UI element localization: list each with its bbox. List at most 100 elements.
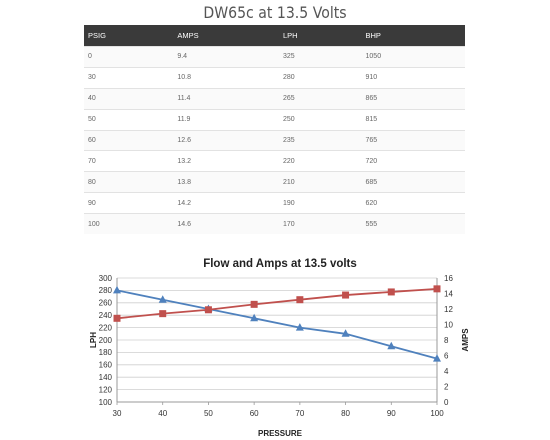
data-point-triangle xyxy=(433,354,441,362)
cell-psig: 40 xyxy=(84,87,174,110)
cell-lph: 235 xyxy=(278,129,362,151)
table-row: 100 14.6 170 555 xyxy=(84,213,465,235)
table-row: 70 13.2 220 720 xyxy=(84,150,465,172)
x-tick-label: 100 xyxy=(430,409,444,418)
data-point-square xyxy=(433,285,441,293)
table-row: 60 12.6 235 765 xyxy=(84,129,465,151)
data-point-square xyxy=(159,310,167,318)
y-tick-label: 300 xyxy=(99,274,113,283)
cell-bhp: 685 xyxy=(361,171,465,193)
cell-psig: 100 xyxy=(84,213,174,235)
chart-series xyxy=(113,285,441,362)
page-title: DW65c at 13.5 Volts xyxy=(203,3,347,22)
table-row: 30 10.8 280 910 xyxy=(84,66,465,89)
chart-axes: 100 120 140 160 180 200 220 240 260 280 300 0 2 4 6 8 10… xyxy=(99,274,454,418)
cell-bhp: 910 xyxy=(361,66,465,89)
cell-amps: 14.6 xyxy=(173,213,279,235)
y-tick-label: 140 xyxy=(99,373,113,382)
cell-amps: 13.8 xyxy=(173,171,279,193)
table-row: 80 13.8 210 685 xyxy=(84,171,465,193)
data-point-square xyxy=(113,314,121,322)
y2-tick-label: 4 xyxy=(444,367,449,376)
y-axis-label-right: AMPS xyxy=(461,328,470,352)
flow-amps-chart: Flow and Amps at 13.5 volts 100120140160… xyxy=(89,258,470,438)
y-axis-label-left: LPH xyxy=(89,332,98,348)
y-tick-label: 160 xyxy=(99,361,113,370)
data-point-square xyxy=(250,300,258,308)
cell-lph: 250 xyxy=(278,108,362,131)
y2-tick-label: 10 xyxy=(444,320,453,329)
y2-tick-label: 16 xyxy=(444,274,453,283)
spec-table: PSIG AMPS LPH BHP 0 9.4 325 1050 30 10.8 280 9… xyxy=(84,25,465,235)
x-tick-label: 40 xyxy=(158,409,167,418)
cell-bhp: 765 xyxy=(361,129,465,151)
x-tick-label: 60 xyxy=(250,409,259,418)
y-tick-label: 240 xyxy=(99,311,113,320)
cell-psig: 80 xyxy=(84,171,174,193)
header-lph: LPH xyxy=(278,25,362,47)
y2-tick-label: 0 xyxy=(444,398,449,407)
cell-bhp: 1050 xyxy=(361,46,465,68)
table-row: 90 14.2 190 620 xyxy=(84,192,465,214)
cell-psig: 30 xyxy=(84,66,174,89)
table-row: 50 11.9 250 815 xyxy=(84,108,465,131)
data-point-triangle xyxy=(158,295,167,303)
cell-psig: 50 xyxy=(84,108,174,131)
cell-lph: 265 xyxy=(278,87,362,110)
cell-psig: 90 xyxy=(84,192,174,214)
cell-bhp: 620 xyxy=(361,192,465,214)
cell-psig: 0 xyxy=(84,46,174,68)
y2-tick-label: 6 xyxy=(444,351,449,360)
cell-lph: 325 xyxy=(278,46,362,68)
cell-bhp: 555 xyxy=(361,213,465,235)
data-point-triangle xyxy=(341,329,350,337)
cell-psig: 60 xyxy=(84,129,174,151)
cell-amps: 14.2 xyxy=(173,192,279,214)
cell-bhp: 815 xyxy=(361,108,465,131)
chart-title: Flow and Amps at 13.5 volts xyxy=(203,258,357,270)
header-amps: AMPS xyxy=(173,25,279,47)
chart-gridlines xyxy=(117,277,437,403)
y-tick-label: 180 xyxy=(99,348,113,357)
y-tick-label: 200 xyxy=(99,336,113,345)
table-row: 0 9.4 325 1050 xyxy=(84,46,465,68)
x-axis-label: PRESSURE xyxy=(258,429,303,438)
data-point-triangle xyxy=(113,285,121,294)
cell-lph: 280 xyxy=(278,66,362,89)
cell-bhp: 865 xyxy=(361,87,465,110)
cell-lph: 220 xyxy=(278,150,362,172)
series-line-1 xyxy=(116,287,438,320)
data-point-triangle xyxy=(387,341,396,350)
y-tick-label: 100 xyxy=(99,398,113,407)
x-tick-label: 30 xyxy=(113,409,122,418)
cell-amps: 11.9 xyxy=(173,108,279,131)
cell-bhp: 720 xyxy=(361,150,465,172)
x-tick-label: 90 xyxy=(387,409,396,418)
cell-psig: 70 xyxy=(84,150,174,172)
header-psig: PSIG xyxy=(84,25,174,47)
series-line-0 xyxy=(116,289,438,360)
y2-tick-label: 2 xyxy=(444,382,449,391)
cell-lph: 210 xyxy=(278,171,362,193)
y-tick-label: 220 xyxy=(99,323,113,332)
cell-amps: 12.6 xyxy=(173,129,279,151)
y-tick-label: 120 xyxy=(99,385,113,394)
data-point-square xyxy=(204,306,212,314)
x-tick-label: 80 xyxy=(341,409,350,418)
y2-tick-label: 8 xyxy=(444,336,449,345)
cell-amps: 13.2 xyxy=(173,150,279,172)
data-point-triangle xyxy=(250,313,259,322)
cell-lph: 190 xyxy=(278,192,362,214)
y-tick-label: 280 xyxy=(99,286,113,295)
x-tick-label: 70 xyxy=(295,409,304,418)
x-tick-label: 50 xyxy=(204,409,213,418)
cell-lph: 170 xyxy=(278,213,362,235)
y2-tick-label: 12 xyxy=(444,305,453,314)
cell-amps: 9.4 xyxy=(173,46,279,68)
table-row: 40 11.4 265 865 xyxy=(84,87,465,110)
y-tick-label: 260 xyxy=(99,299,113,308)
table-header-row: PSIG AMPS LPH BHP xyxy=(84,25,465,47)
data-point-square xyxy=(342,291,350,299)
cell-amps: 11.4 xyxy=(173,87,279,110)
y2-tick-label: 14 xyxy=(444,289,453,298)
